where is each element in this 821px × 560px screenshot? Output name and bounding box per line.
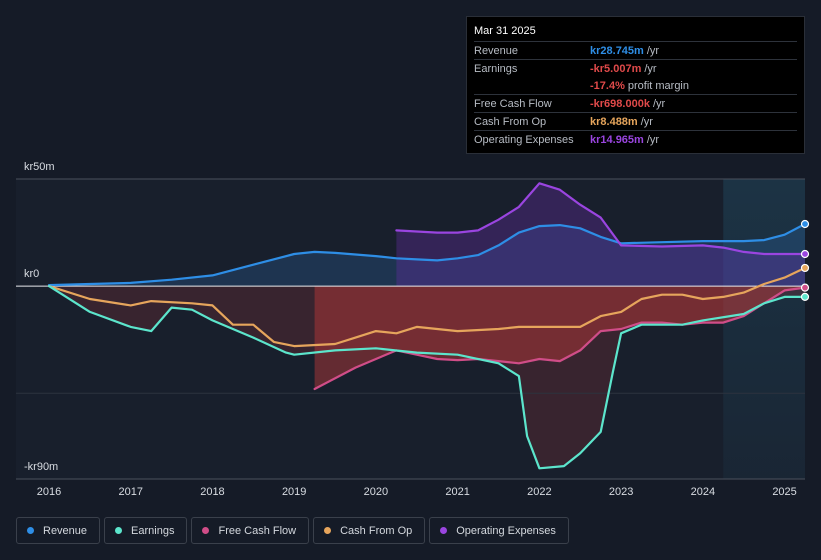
- free-cash-flow-line: [313, 286, 807, 391]
- tooltip-row: Cash From Op kr8.488m/yr: [474, 112, 797, 130]
- earnings-end-dot: [800, 292, 810, 301]
- legend-dot-icon: [27, 527, 34, 534]
- tooltip-row-unit: /yr: [640, 115, 653, 128]
- x-tick-label: 2016: [37, 486, 61, 498]
- y-label-zero: kr0: [24, 268, 39, 280]
- legend: Revenue Earnings Free Cash Flow Cash From O…: [16, 517, 573, 544]
- tooltip-row-label: Earnings: [474, 62, 518, 75]
- revenue-line: [47, 222, 807, 287]
- x-tick-label: 2025: [772, 486, 796, 498]
- tooltip-row: Free Cash Flow -kr698.000k/yr: [474, 94, 797, 112]
- tooltip-row-unit: /yr: [646, 133, 660, 146]
- tooltip-row: Earnings -kr5.007m/yr: [474, 59, 797, 77]
- tooltip-row: -17.4% profit margin: [474, 77, 797, 94]
- legend-label: Revenue: [43, 524, 88, 537]
- revenue-area: [49, 224, 805, 287]
- x-tick-label: 2020: [364, 486, 388, 498]
- tooltip-row-value: -kr5.007m: [590, 62, 642, 75]
- x-tick-label: 2017: [118, 486, 142, 498]
- y-label-top: kr50m: [24, 161, 55, 173]
- tooltip-panel: Mar 31 2025 Revenue kr28.745m/yr Earnings -…: [466, 16, 805, 154]
- tooltip-row-label: Operating Expenses: [474, 133, 574, 146]
- x-tick-label: 2023: [609, 486, 633, 498]
- earnings-line: [47, 285, 807, 470]
- x-tick-label: 2022: [527, 486, 551, 498]
- tooltip-date: Mar 31 2025: [474, 25, 536, 37]
- tooltip-row-label: Cash From Op: [474, 115, 547, 128]
- legend-item-cash-from-op[interactable]: Cash From Op: [313, 517, 426, 544]
- legend-dot-icon: [440, 527, 448, 534]
- tooltip-row: Revenue kr28.745m/yr: [474, 41, 797, 59]
- cash-from-op-end-dot: [800, 263, 810, 273]
- tooltip-row-unit: /yr: [652, 97, 666, 110]
- legend-dot-icon: [115, 527, 123, 534]
- tooltip-row-unit: /yr: [644, 62, 657, 75]
- tooltip-row-unit: profit margin: [627, 79, 689, 92]
- free-cash-flow-area: [314, 286, 805, 389]
- tooltip-row-unit: /yr: [646, 44, 660, 57]
- legend-label: Earnings: [131, 524, 175, 537]
- operating-expenses-end-dot: [800, 249, 810, 259]
- tooltip-row-label: Revenue: [474, 44, 519, 57]
- operating-expenses-area: [396, 183, 805, 287]
- x-tick-label: 2018: [200, 486, 224, 498]
- operating-expenses-line: [395, 182, 807, 256]
- legend-item-earnings[interactable]: Earnings: [104, 517, 188, 544]
- forecast-region: [723, 179, 805, 479]
- legend-label: Operating Expenses: [456, 524, 556, 537]
- legend-label: Cash From Op: [340, 524, 413, 537]
- legend-label: Free Cash Flow: [218, 524, 297, 537]
- legend-dot-icon: [324, 527, 332, 534]
- tooltip-row: Operating Expenses kr14.965m/yr: [474, 130, 797, 148]
- tooltip-row-label: Free Cash Flow: [474, 97, 552, 110]
- earnings-area: [49, 286, 805, 469]
- y-label-bottom: -kr90m: [24, 461, 58, 473]
- tooltip-row-value: kr28.745m: [590, 44, 644, 57]
- cash-from-op-line: [47, 266, 807, 348]
- tooltip-row-value: kr8.488m: [590, 115, 638, 128]
- x-tick-label: 2019: [282, 486, 306, 498]
- legend-item-revenue[interactable]: Revenue: [16, 517, 101, 544]
- x-tick-label: 2021: [445, 486, 469, 498]
- revenue-end-dot: [800, 219, 810, 229]
- legend-item-free-cash-flow[interactable]: Free Cash Flow: [191, 517, 310, 544]
- tooltip-row-value: kr14.965m: [590, 133, 644, 146]
- free-cash-flow-end-dot: [800, 283, 810, 292]
- tooltip-row-value: -17.4%: [590, 79, 625, 92]
- tooltip-row-value: -kr698.000k: [590, 97, 650, 110]
- legend-dot-icon: [202, 527, 210, 534]
- x-tick-label: 2024: [691, 486, 715, 498]
- legend-item-operating-expenses[interactable]: Operating Expenses: [429, 517, 569, 544]
